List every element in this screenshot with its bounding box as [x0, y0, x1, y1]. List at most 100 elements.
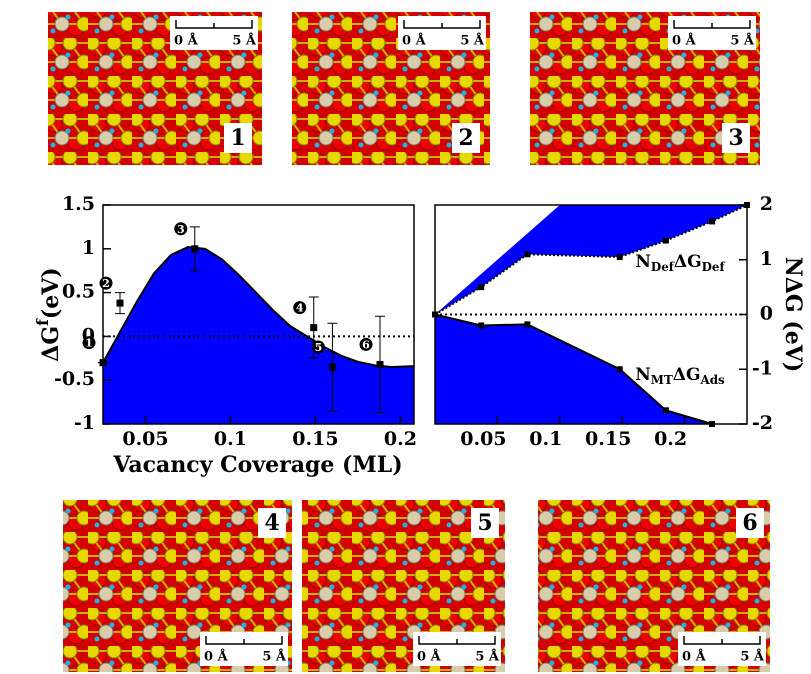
plot-frame: [102, 204, 415, 425]
x-tick-label: 0.2: [654, 428, 687, 450]
scale-box: [170, 16, 258, 50]
x-tick-label: 0.1: [214, 428, 247, 450]
label-part: f: [34, 318, 52, 326]
scale-end: 5 Å: [232, 33, 257, 49]
scale-end: 5 Å: [730, 33, 755, 49]
y-tick-label: 0: [760, 303, 773, 325]
point-label-bg: [82, 336, 96, 350]
y-tick-label: -2: [752, 412, 773, 434]
y-tick-label: 0.5: [62, 281, 95, 303]
structure-panel: 6 0 Å 5 Å: [538, 500, 770, 672]
point-label: 1: [85, 337, 93, 350]
series-area: [435, 205, 747, 315]
point-label: 4: [296, 302, 304, 315]
scale-start: 0 Å: [672, 33, 697, 49]
data-point: [328, 363, 336, 371]
series-line: [434, 313, 713, 425]
panel-label-box: [452, 123, 480, 153]
panel-label: 4: [264, 510, 279, 536]
data-point: [376, 360, 384, 368]
structure-panel: 2 0 Å 5 Å: [292, 12, 490, 165]
label-part: N: [635, 365, 651, 385]
series-area: [435, 314, 713, 424]
scale-box: [200, 632, 288, 666]
y-tick-label: -1: [74, 412, 95, 434]
panel-label: 2: [458, 125, 473, 151]
x-tick-label: 0.15: [292, 428, 338, 450]
scale-bar: [683, 636, 761, 645]
fit-line: [103, 246, 414, 369]
point-label-bg: [99, 276, 113, 290]
x-tick-label: 0.15: [585, 428, 631, 450]
scale-box: [398, 16, 486, 50]
label-part: N: [635, 252, 651, 272]
scale-start: 0 Å: [204, 649, 229, 665]
data-point: [310, 324, 318, 332]
scale-box: [668, 16, 756, 50]
panel-label-box: [258, 508, 286, 538]
scale-start: 0 Å: [417, 649, 442, 665]
point-label-bg: [311, 340, 325, 354]
y-axis-label: ΔGf(eV): [34, 267, 64, 361]
data-point: [191, 245, 199, 253]
label-part: ΔG: [673, 365, 701, 385]
panel-label: 3: [728, 125, 743, 151]
point-label-bg: [293, 301, 307, 315]
label-part: Ads: [700, 373, 726, 387]
scale-start: 0 Å: [682, 649, 707, 665]
data-point: [99, 359, 107, 367]
panel-label: 5: [477, 510, 492, 536]
structure-panel: 5 0 Å 5 Å: [302, 500, 505, 672]
y-tick-label: 1: [82, 237, 95, 259]
scale-box: [678, 632, 766, 666]
point-label-bg: [174, 222, 188, 236]
label-part: (eV): [38, 267, 64, 319]
scale-bar: [205, 636, 283, 645]
series-label: NMTΔGAds: [635, 365, 725, 388]
scale-end: 5 Å: [475, 649, 500, 665]
data-point: [116, 299, 124, 307]
y-tick-label: 1.5: [62, 193, 95, 215]
scale-bar: [673, 20, 751, 29]
x-tick-label: 0.05: [460, 428, 506, 450]
panel-label: 1: [230, 125, 245, 151]
scale-bar: [175, 20, 253, 29]
panel-label-box: [224, 123, 252, 153]
panel-label: 6: [742, 510, 757, 536]
data-point: [616, 366, 623, 373]
data-point: [662, 407, 669, 414]
y-tick-label: -0.5: [54, 368, 95, 390]
scale-bar: [418, 636, 496, 645]
scale-start: 0 Å: [174, 33, 199, 49]
panel-label-box: [736, 508, 764, 538]
point-label-bg: [359, 337, 373, 351]
data-point: [662, 237, 669, 244]
point-label: 2: [102, 277, 110, 290]
structure-panel: 4 0 Å 5 Å: [63, 500, 292, 672]
scale-end: 5 Å: [740, 649, 765, 665]
data-point: [616, 254, 623, 261]
label-part: ΔG: [38, 326, 64, 362]
scale-start: 0 Å: [402, 33, 427, 49]
data-point: [478, 284, 485, 291]
scale-end: 5 Å: [460, 33, 485, 49]
structure-panel: 3 0 Å 5 Å: [530, 12, 760, 165]
scale-box: [413, 632, 501, 666]
data-point: [709, 218, 716, 225]
x-tick-label: 0.1: [529, 428, 562, 450]
point-label: 3: [177, 223, 185, 236]
y-tick-label: 1: [760, 248, 773, 270]
point-label: 6: [362, 338, 370, 351]
y2-axis-label: NΔG (eV): [780, 257, 806, 373]
scale-end: 5 Å: [262, 649, 287, 665]
panel-label-box: [471, 508, 499, 538]
structure-panel: 1 0 Å 5 Å: [48, 12, 262, 165]
x-tick-label: 0.2: [384, 428, 417, 450]
data-point: [524, 251, 531, 258]
x-axis-label: Vacancy Coverage (ML): [112, 452, 402, 478]
data-point: [478, 322, 485, 329]
label-part: MT: [651, 373, 673, 387]
